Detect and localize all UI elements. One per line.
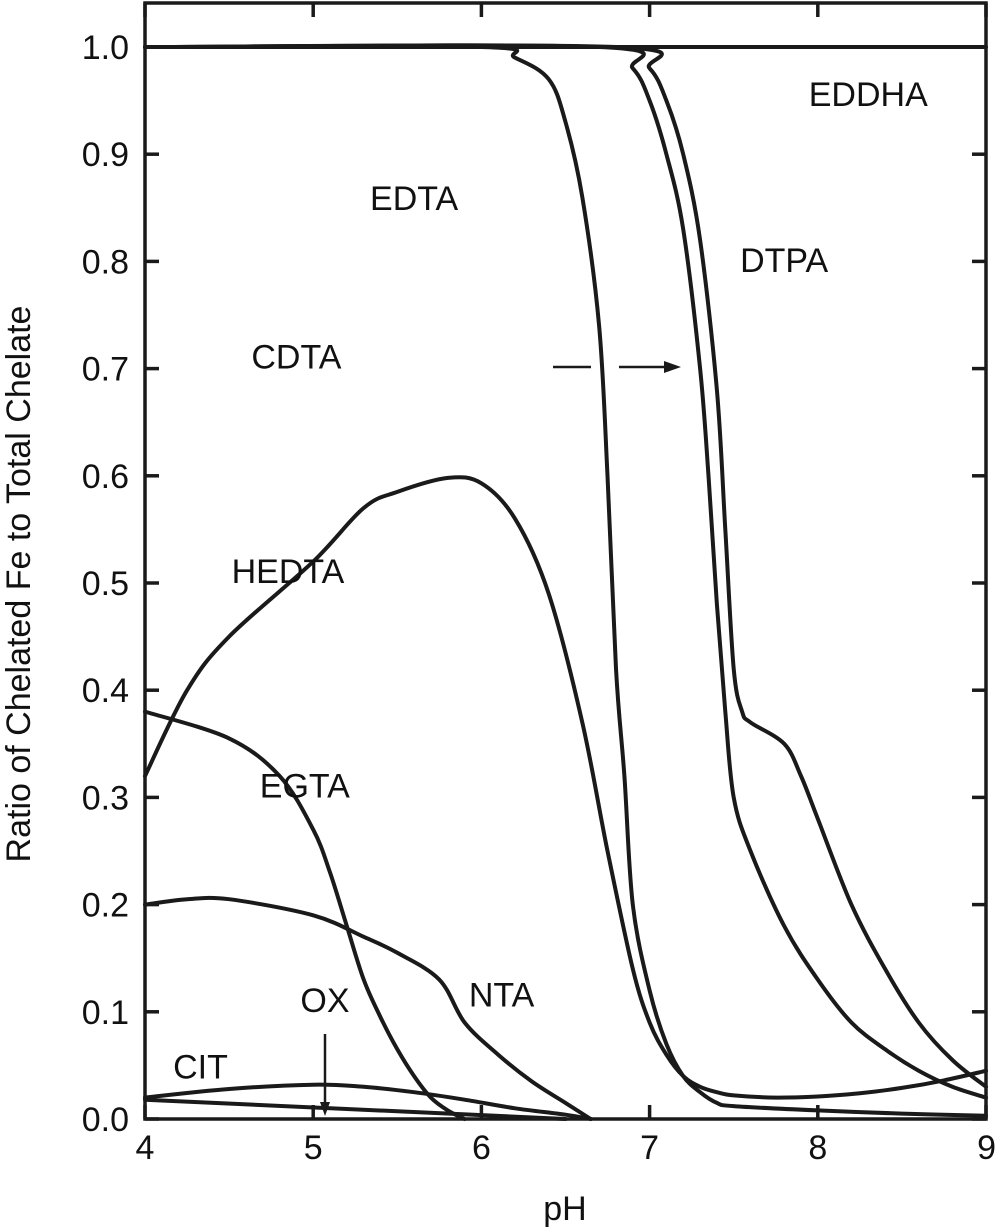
tick-labels: 0.0 0.1 0.2 0.3 0.4 0.5 0.6 0.7 0.8 0.9 1.0 4 5 6 7 8 9 bbox=[82, 29, 996, 1167]
ox-arrowhead bbox=[320, 1102, 330, 1116]
curve-label-egta: EGTA bbox=[260, 767, 350, 805]
curve-ox bbox=[143, 1082, 593, 1121]
y-tick-label: 1.0 bbox=[82, 29, 129, 67]
cdta-arrowhead bbox=[664, 361, 681, 373]
curve-edta bbox=[143, 44, 988, 1118]
y-tick-label: 0.1 bbox=[82, 994, 129, 1032]
curve-egta bbox=[143, 709, 467, 1121]
curve-label-ox: OX bbox=[300, 982, 349, 1020]
x-tick-label: 4 bbox=[136, 1129, 155, 1167]
y-tick-label: 0.6 bbox=[82, 458, 129, 496]
curve-label-cit: CIT bbox=[173, 1048, 228, 1086]
curve-label-nta: NTA bbox=[469, 976, 535, 1014]
y-tick-label: 0.7 bbox=[82, 351, 129, 389]
curve-label-hedta: HEDTA bbox=[232, 553, 345, 591]
curve-label-eddha: EDDHA bbox=[809, 76, 928, 114]
curve-label-edta: EDTA bbox=[370, 180, 458, 218]
y-tick-label: 0.0 bbox=[82, 1101, 129, 1139]
curve-labels: EDDHA EDTA DTPA CDTA HEDTA EGTA NTA OX CIT bbox=[173, 76, 928, 1086]
data-curves bbox=[143, 43, 988, 1121]
x-axis-title: pH bbox=[543, 1190, 586, 1228]
curve-cdta bbox=[143, 43, 988, 1100]
curve-label-cdta: CDTA bbox=[251, 339, 341, 377]
x-tick-label: 5 bbox=[304, 1129, 323, 1167]
curve-nta bbox=[143, 895, 593, 1121]
curve-hedta bbox=[143, 475, 988, 1100]
y-tick-label: 0.8 bbox=[82, 243, 129, 281]
y-tick-label: 0.3 bbox=[82, 779, 129, 817]
y-tick-label: 0.9 bbox=[82, 136, 129, 174]
curve-cit bbox=[143, 1097, 568, 1121]
y-tick-label: 0.5 bbox=[82, 565, 129, 603]
x-tick-label: 8 bbox=[808, 1129, 827, 1167]
y-tick-label: 0.2 bbox=[82, 887, 129, 925]
x-tick-label: 7 bbox=[640, 1129, 659, 1167]
annotations bbox=[320, 361, 681, 1116]
y-axis-title: Ratio of Chelated Fe to Total Chelate bbox=[0, 306, 38, 863]
y-tick-label: 0.4 bbox=[82, 672, 129, 710]
x-tick-label: 9 bbox=[977, 1129, 996, 1167]
curve-dtpa bbox=[143, 43, 988, 1089]
curve-label-dtpa: DTPA bbox=[740, 242, 828, 280]
x-tick-label: 6 bbox=[472, 1129, 491, 1167]
